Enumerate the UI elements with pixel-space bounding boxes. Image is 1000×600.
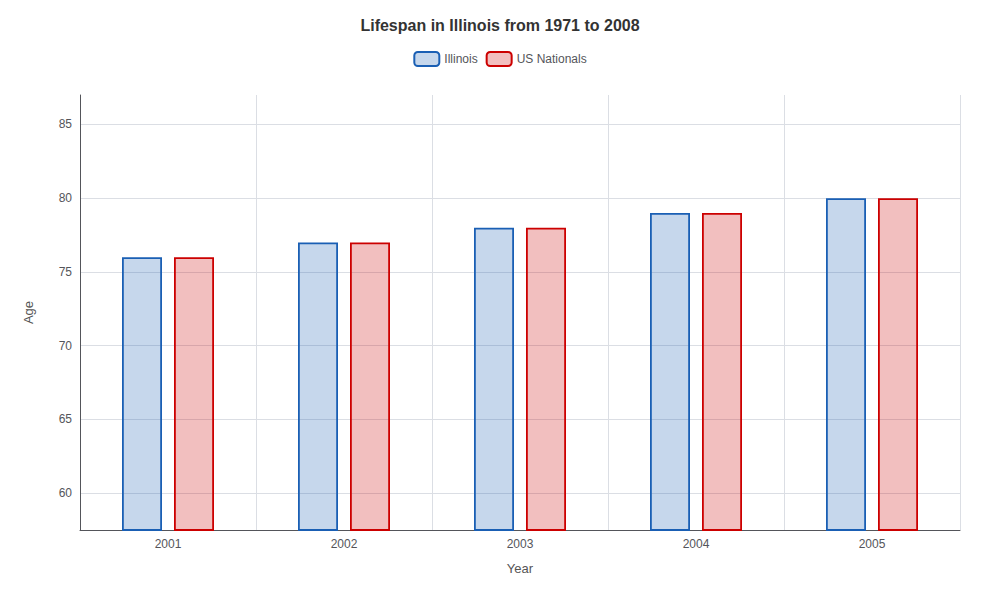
- svg-text:60: 60: [59, 486, 73, 500]
- svg-text:85: 85: [59, 117, 73, 131]
- svg-text:2003: 2003: [507, 537, 534, 551]
- svg-text:Age: Age: [21, 301, 36, 324]
- svg-text:Year: Year: [507, 561, 534, 576]
- svg-text:2004: 2004: [683, 537, 710, 551]
- svg-text:75: 75: [59, 265, 73, 279]
- svg-text:2002: 2002: [331, 537, 358, 551]
- svg-text:2001: 2001: [155, 537, 182, 551]
- svg-text:2005: 2005: [859, 537, 886, 551]
- svg-text:65: 65: [59, 412, 73, 426]
- svg-text:70: 70: [59, 339, 73, 353]
- svg-text:US Nationals: US Nationals: [517, 52, 587, 66]
- svg-text:Illinois: Illinois: [444, 52, 477, 66]
- svg-text:80: 80: [59, 191, 73, 205]
- svg-text:Lifespan in Illinois from 1971: Lifespan in Illinois from 1971 to 2008: [360, 17, 639, 34]
